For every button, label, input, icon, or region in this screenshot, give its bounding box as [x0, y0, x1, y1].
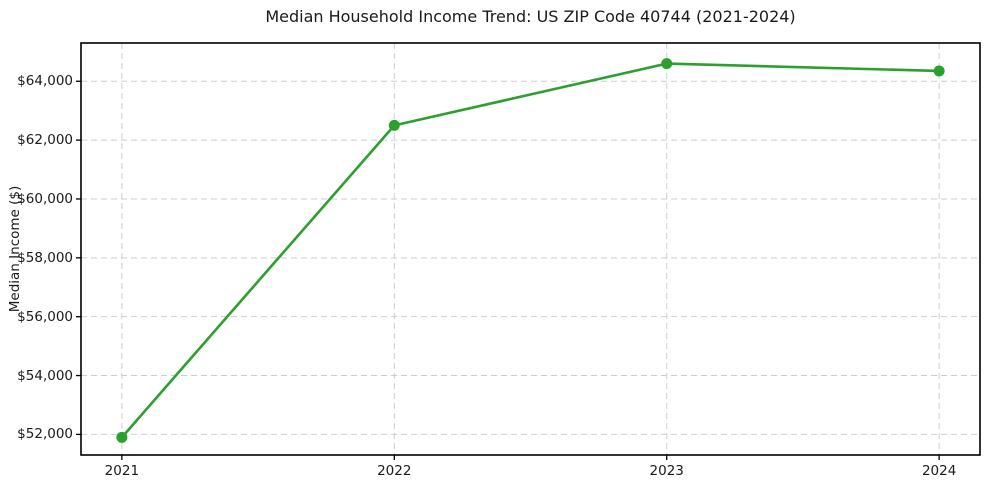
- data-point-marker: [933, 65, 945, 77]
- y-tick-label: $62,000: [17, 132, 73, 149]
- data-point-marker: [116, 431, 128, 443]
- y-tick-label: $64,000: [17, 73, 73, 90]
- y-tick-label: $52,000: [17, 426, 73, 443]
- y-tick-label: $60,000: [17, 190, 73, 207]
- plot-area: [76, 42, 981, 460]
- x-tick-label: 2024: [921, 463, 957, 479]
- data-point-marker: [388, 119, 400, 131]
- x-tick-label: 2021: [104, 463, 140, 479]
- x-tick-label: 2023: [649, 463, 684, 479]
- data-point-marker: [661, 58, 673, 70]
- chart-title: Median Household Income Trend: US ZIP Co…: [265, 7, 796, 26]
- y-tick-label: $58,000: [17, 249, 73, 266]
- x-tick-label: 2022: [377, 463, 412, 479]
- y-tick-label: $56,000: [17, 308, 73, 325]
- plot-border: [80, 42, 981, 456]
- trend-line: [120, 62, 941, 439]
- y-tick-label: $54,000: [17, 367, 73, 384]
- line-chart-svg: [76, 42, 981, 460]
